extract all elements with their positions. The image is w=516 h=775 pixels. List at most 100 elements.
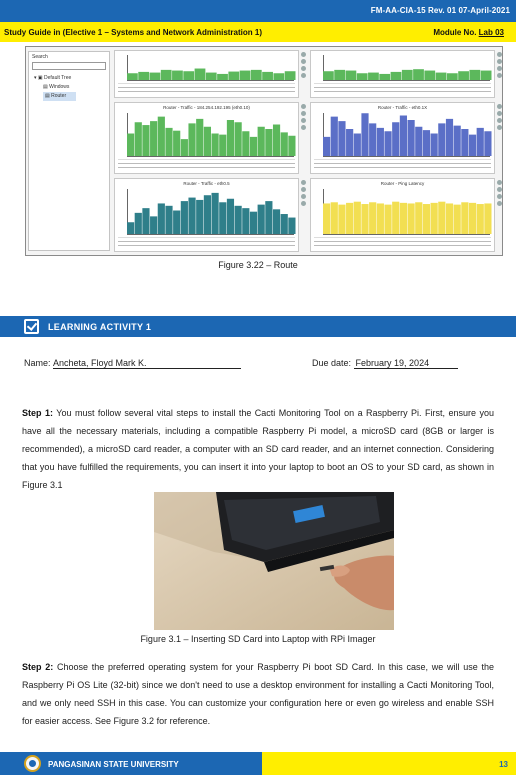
graph-bar	[369, 123, 377, 156]
due-date-row: Due date: February 19, 2024	[312, 358, 458, 369]
graph-bar	[384, 204, 392, 234]
graph-bar	[356, 73, 368, 80]
graph-bar	[330, 116, 338, 156]
graph-grid: Router - Traffic - 184.254.192.195 (eth0…	[114, 50, 502, 252]
graph-bar	[323, 71, 334, 80]
graph-bar	[468, 134, 477, 156]
graph-bar	[265, 129, 273, 156]
graph-bar	[415, 126, 423, 156]
graph-bar	[422, 204, 431, 234]
graph-bar	[226, 198, 235, 234]
graph-panel[interactable]	[310, 50, 495, 98]
graph-bar	[234, 122, 242, 156]
graph-bar	[345, 70, 357, 80]
graph-bar	[273, 73, 285, 80]
graph-bar	[288, 217, 296, 234]
graph-bar	[368, 72, 379, 80]
graph-bar	[415, 202, 423, 234]
graph-panel[interactable]: Router - Ping Latency	[310, 178, 495, 252]
device-tree: ▾ ▣ Default Tree ▤ Windows ▤ Router	[34, 74, 77, 101]
tree-root[interactable]: ▾ ▣ Default Tree	[34, 75, 72, 81]
graph-bar	[150, 216, 158, 234]
graph-bar	[257, 126, 265, 156]
graph-bar	[149, 72, 161, 80]
graph-bar	[334, 69, 346, 80]
graph-action-icons[interactable]	[497, 52, 502, 80]
footer-university-bar: PANGASINAN STATE UNIVERSITY	[0, 752, 262, 775]
graph-bar	[211, 192, 219, 234]
graph-bar	[284, 71, 296, 80]
graph-bar	[484, 203, 492, 234]
graph-bar	[346, 202, 354, 234]
graph-panel[interactable]: Router - Traffic - 184.254.192.195 (eth0…	[114, 102, 299, 174]
graph-bar	[160, 69, 172, 80]
graph-bar	[480, 70, 492, 80]
module-number: Module No. Lab 03	[433, 28, 504, 37]
graph-bar	[249, 136, 258, 156]
step-2-paragraph: Step 2: Choose the preferred operating s…	[22, 658, 494, 730]
graph-title: Router - Ping Latency	[380, 181, 425, 186]
graph-bar	[228, 71, 240, 80]
graph-panel[interactable]	[114, 50, 299, 98]
graph-bar	[194, 68, 206, 80]
graph-axes	[127, 189, 294, 235]
graph-bar	[183, 71, 195, 80]
graph-legend	[314, 237, 491, 249]
step-2-label: Step 2:	[22, 662, 54, 672]
graph-bar	[338, 121, 346, 156]
header-top-bar: FM-AA-CIA-15 Rev. 01 07-April-2021	[0, 0, 516, 22]
graph-bars	[127, 68, 296, 80]
graph-bar	[250, 69, 262, 80]
search-input[interactable]	[32, 62, 106, 70]
graph-legend	[314, 159, 491, 171]
graph-bar	[399, 202, 407, 234]
footer-page-bar: 13	[262, 752, 516, 775]
graph-bar	[219, 134, 227, 156]
tree-item-windows[interactable]: ▤ Windows	[43, 84, 70, 90]
graph-bar	[323, 136, 331, 156]
graph-bars	[127, 116, 296, 156]
graph-bar	[280, 214, 288, 234]
university-name: PANGASINAN STATE UNIVERSITY	[48, 760, 179, 769]
graph-action-icons[interactable]	[301, 180, 307, 208]
graph-action-icons[interactable]	[301, 52, 307, 80]
graph-bar	[453, 204, 461, 234]
graph-bar	[165, 205, 173, 234]
step-2-text: Choose the preferred operating system fo…	[22, 662, 494, 726]
graph-bar	[242, 208, 250, 234]
graph-bar	[127, 73, 138, 80]
graph-bar	[288, 135, 296, 156]
tree-item-router[interactable]: ▤ Router	[43, 92, 77, 101]
graph-action-icons[interactable]	[497, 104, 502, 132]
graph-bar	[369, 202, 377, 234]
graph-bars	[323, 113, 492, 156]
graph-bar	[392, 201, 400, 234]
graph-bar	[205, 72, 217, 80]
graph-bar	[272, 124, 281, 156]
graph-bar	[203, 126, 211, 156]
graph-bar	[445, 118, 454, 156]
graph-bar	[384, 131, 392, 156]
graph-bar	[219, 202, 227, 234]
graph-bar	[173, 210, 181, 234]
graph-bar	[257, 204, 265, 234]
graph-bar	[265, 201, 273, 234]
graph-bar	[469, 69, 481, 80]
graph-bar	[461, 129, 469, 156]
graph-panel[interactable]: Router - Traffic - eth0.1X	[310, 102, 495, 174]
graph-action-icons[interactable]	[301, 104, 307, 132]
graph-legend	[118, 237, 295, 249]
graph-bar	[446, 73, 458, 80]
header-guide-bar: Study Guide in (Elective 1 – Systems and…	[0, 22, 516, 42]
figure-3-22-caption: Figure 3.22 – Route	[218, 260, 298, 270]
graph-bar	[484, 131, 492, 156]
graph-bar	[196, 118, 204, 156]
graph-panel[interactable]: Router - Traffic - eth0.5	[114, 178, 299, 252]
graph-bar	[353, 133, 361, 156]
module-value: Lab 03	[478, 28, 504, 37]
graph-bar	[157, 116, 165, 156]
graph-action-icons[interactable]	[497, 180, 502, 208]
graph-bar	[226, 120, 235, 156]
graph-bar	[422, 130, 431, 156]
form-code: FM-AA-CIA-15 Rev. 01 07-April-2021	[370, 6, 510, 15]
